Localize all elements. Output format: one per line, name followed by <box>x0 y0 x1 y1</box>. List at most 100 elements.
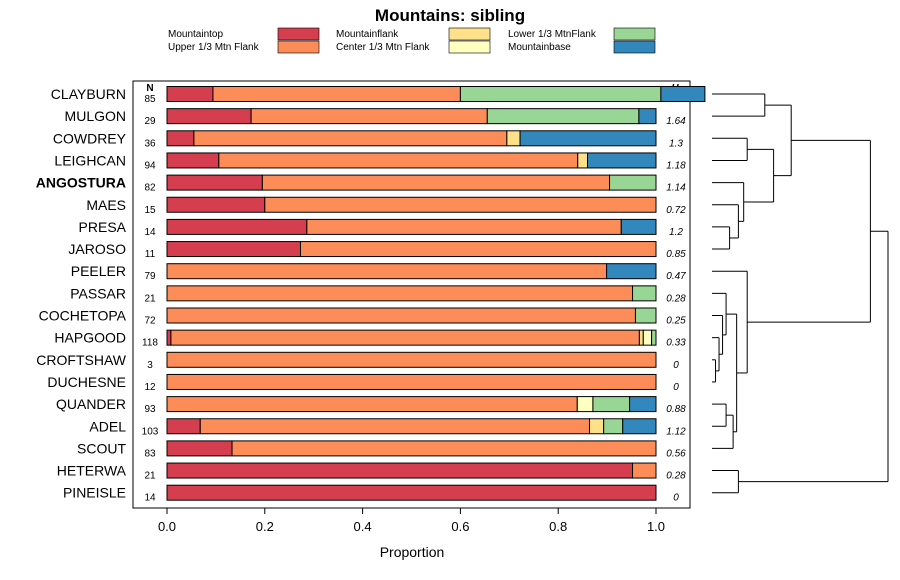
bar-segment <box>519 130 657 147</box>
x-tick-label: 0.0 <box>158 519 176 534</box>
x-axis: 0.0 0.2 0.4 0.6 0.8 1.0 <box>158 508 665 534</box>
row-label: HETERWA <box>57 463 127 479</box>
n-value: 85 <box>144 94 156 105</box>
h-value: 0.56 <box>666 448 686 459</box>
h-value: 0.28 <box>666 471 686 482</box>
n-value: 36 <box>144 138 156 149</box>
chart-title: Mountains: sibling <box>375 6 525 25</box>
n-value: 12 <box>144 382 156 393</box>
row-label: ANGOSTURA <box>36 175 126 191</box>
legend-swatch <box>448 27 491 41</box>
n-value: 21 <box>144 293 156 304</box>
row-label: COCHETOPA <box>39 308 127 324</box>
n-value: 14 <box>144 227 156 238</box>
n-value: 3 <box>147 360 153 371</box>
x-tick-label: 1.0 <box>647 519 665 534</box>
row-label: COWDREY <box>53 130 127 146</box>
legend-label: Mountaintop <box>168 29 223 40</box>
n-value: 11 <box>145 249 156 260</box>
n-value: 15 <box>144 205 156 216</box>
n-value: 83 <box>144 448 156 459</box>
h-value: 0.47 <box>666 271 686 282</box>
n-value: 29 <box>144 116 156 127</box>
legend-label: Mountainbase <box>508 42 571 53</box>
bar-segment <box>166 418 201 435</box>
row-label: PRESA <box>79 219 127 235</box>
bar-segment <box>632 462 657 479</box>
plot-frame <box>132 80 691 509</box>
h-value: 0.25 <box>666 316 686 327</box>
h-value: 1.12 <box>666 426 686 437</box>
bar-segment <box>603 418 624 435</box>
bar-segment <box>660 86 706 102</box>
bar-segment <box>231 440 657 457</box>
row-label: MAES <box>86 197 126 213</box>
row-label: PASSAR <box>70 285 126 301</box>
legend-swatch <box>277 40 320 54</box>
legend-label: Upper 1/3 Mtn Flank <box>168 42 260 53</box>
h-value: 1.3 <box>669 138 683 149</box>
n-value: 72 <box>144 316 156 327</box>
legend-swatch <box>613 27 656 41</box>
row-label: HAPGOOD <box>54 330 126 346</box>
h-value: 0.28 <box>666 293 686 304</box>
bar-segment <box>166 351 657 368</box>
bar-segment <box>166 241 301 258</box>
bar-segment <box>506 130 521 147</box>
x-tick-label: 0.6 <box>451 519 469 534</box>
row-label: SCOUT <box>77 440 126 456</box>
h-value: 0 <box>673 382 679 393</box>
bar-segment <box>166 285 634 302</box>
legend-swatch <box>277 27 320 41</box>
bar-segment <box>250 108 488 125</box>
bar-segment <box>638 108 657 125</box>
bar-segment <box>587 152 657 169</box>
bar-segment <box>166 130 195 147</box>
x-tick-label: 0.4 <box>354 519 372 534</box>
x-tick-label: 0.2 <box>256 519 274 534</box>
bar-segment <box>629 396 657 413</box>
legend: Mountaintop Upper 1/3 Mtn Flank Mountainfl… <box>168 27 656 54</box>
bar-segment <box>638 329 644 346</box>
h-value: 1.18 <box>666 160 686 171</box>
n-value: 14 <box>144 493 156 504</box>
h-value: 0.72 <box>666 205 686 216</box>
bar-segment <box>193 130 508 147</box>
h-value: 0 <box>673 493 679 504</box>
h-value: 0.88 <box>666 404 686 415</box>
bar-segment <box>651 329 657 346</box>
bar-segment <box>576 396 594 413</box>
row-label: CLAYBURN <box>51 86 126 102</box>
row-label: JAROSO <box>68 241 126 257</box>
row-label: DUCHESNE <box>47 374 126 390</box>
bar-segment <box>166 329 172 346</box>
bar-segment <box>166 396 578 413</box>
bar-segment <box>264 196 657 213</box>
bar-segment <box>634 307 657 324</box>
legend-label: Lower 1/3 MtnFlank <box>508 29 597 40</box>
bar-segment <box>166 152 220 169</box>
x-axis-title: Proportion <box>380 544 445 560</box>
bar-segment <box>588 418 605 435</box>
bar-segment <box>212 86 461 102</box>
bar-segment <box>632 285 657 302</box>
n-header: N <box>146 83 153 94</box>
bar-segment <box>218 152 579 169</box>
row-label: CROFTSHAW <box>36 352 126 368</box>
legend-swatch <box>448 40 491 54</box>
bar-segment <box>299 241 657 258</box>
bar-segment <box>166 462 634 479</box>
x-tick-label: 0.8 <box>549 519 567 534</box>
bar-segment <box>620 218 657 235</box>
bar-segment <box>166 108 252 125</box>
bar-segment <box>166 174 263 191</box>
bar-segment <box>606 263 657 280</box>
row-label: MULGON <box>65 108 126 124</box>
bar-segment <box>577 152 589 169</box>
n-value: 93 <box>144 404 156 415</box>
bar-segment <box>642 329 653 346</box>
row-label: LEIGHCAN <box>54 152 126 168</box>
bar-segment <box>609 174 657 191</box>
row-label: ADEL <box>89 418 126 434</box>
